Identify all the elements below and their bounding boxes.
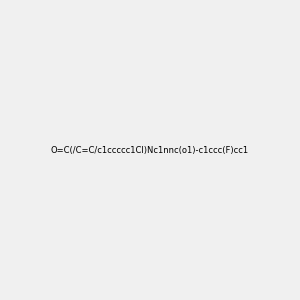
Text: O=C(/C=C/c1ccccc1Cl)Nc1nnc(o1)-c1ccc(F)cc1: O=C(/C=C/c1ccccc1Cl)Nc1nnc(o1)-c1ccc(F)c… xyxy=(51,146,249,154)
